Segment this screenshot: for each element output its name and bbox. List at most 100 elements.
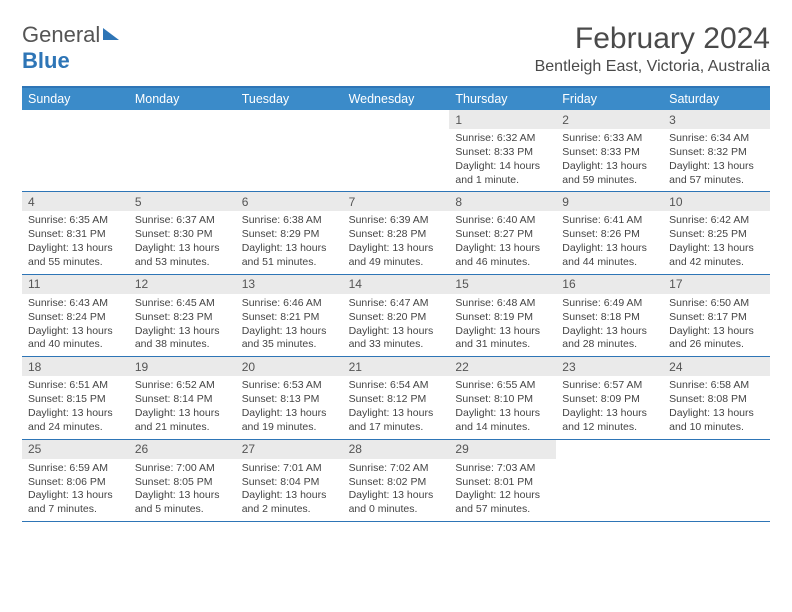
day-line: Sunrise: 6:40 AM (455, 214, 550, 228)
day-cell: 20Sunrise: 6:53 AMSunset: 8:13 PMDayligh… (236, 357, 343, 438)
dow-saturday: Saturday (663, 88, 770, 110)
day-line: Daylight: 13 hours (349, 325, 444, 339)
day-number: 19 (129, 357, 236, 376)
day-line: Sunset: 8:19 PM (455, 311, 550, 325)
day-line: Sunrise: 6:43 AM (28, 297, 123, 311)
day-line: Daylight: 13 hours (135, 325, 230, 339)
day-line: Daylight: 12 hours (455, 489, 550, 503)
day-line: Daylight: 13 hours (242, 489, 337, 503)
day-number: 25 (22, 440, 129, 459)
day-line: Daylight: 13 hours (135, 242, 230, 256)
day-cell: 5Sunrise: 6:37 AMSunset: 8:30 PMDaylight… (129, 192, 236, 273)
dow-row: SundayMondayTuesdayWednesdayThursdayFrid… (22, 88, 770, 110)
day-line: Sunset: 8:12 PM (349, 393, 444, 407)
day-line: Sunrise: 7:03 AM (455, 462, 550, 476)
day-body: Sunrise: 6:40 AMSunset: 8:27 PMDaylight:… (449, 211, 556, 273)
day-body (663, 459, 770, 521)
day-line: Sunrise: 6:59 AM (28, 462, 123, 476)
day-cell (129, 110, 236, 191)
day-line: Sunset: 8:01 PM (455, 476, 550, 490)
day-body: Sunrise: 6:41 AMSunset: 8:26 PMDaylight:… (556, 211, 663, 273)
day-line: Sunrise: 6:50 AM (669, 297, 764, 311)
day-line: Sunset: 8:31 PM (28, 228, 123, 242)
day-number: 26 (129, 440, 236, 459)
day-line (242, 174, 337, 188)
day-line: and 12 minutes. (562, 421, 657, 435)
day-line: Daylight: 13 hours (455, 325, 550, 339)
day-number: 18 (22, 357, 129, 376)
day-line: Sunrise: 6:57 AM (562, 379, 657, 393)
dow-wednesday: Wednesday (343, 88, 450, 110)
day-line: Daylight: 13 hours (242, 325, 337, 339)
day-cell: 27 Sunrise: 7:01 AMSunset: 8:04 PMDayligh… (236, 440, 343, 521)
day-cell: 26Sunrise: 7:00 AMSunset: 8:05 PMDayligh… (129, 440, 236, 521)
day-line: Sunrise: 6:55 AM (455, 379, 550, 393)
day-number: 2 (556, 110, 663, 129)
day-number: 12 (129, 275, 236, 294)
day-line: Sunrise: 7:01 AM (242, 462, 337, 476)
day-line: Sunrise: 6:45 AM (135, 297, 230, 311)
day-line: Sunrise: 6:58 AM (669, 379, 764, 393)
day-line: and 1 minute. (455, 174, 550, 188)
day-body: Sunrise: 6:59 AMSunset: 8:06 PMDaylight:… (22, 459, 129, 521)
day-cell: 12Sunrise: 6:45 AMSunset: 8:23 PMDayligh… (129, 275, 236, 356)
day-line: Sunset: 8:30 PM (135, 228, 230, 242)
day-line: Sunset: 8:20 PM (349, 311, 444, 325)
day-line: Sunset: 8:29 PM (242, 228, 337, 242)
day-line: Sunset: 8:06 PM (28, 476, 123, 490)
day-line: Sunset: 8:08 PM (669, 393, 764, 407)
day-body (343, 129, 450, 191)
day-number: 16 (556, 275, 663, 294)
day-line (28, 146, 123, 160)
day-body (236, 129, 343, 191)
day-number: 8 (449, 192, 556, 211)
day-cell: 13Sunrise: 6:46 AMSunset: 8:21 PMDayligh… (236, 275, 343, 356)
dow-friday: Friday (556, 88, 663, 110)
day-line: Sunset: 8:25 PM (669, 228, 764, 242)
day-line: Sunset: 8:32 PM (669, 146, 764, 160)
day-number (556, 440, 663, 459)
day-number: 20 (236, 357, 343, 376)
day-cell: 14Sunrise: 6:47 AMSunset: 8:20 PMDayligh… (343, 275, 450, 356)
day-line: and 49 minutes. (349, 256, 444, 270)
week-row: 1Sunrise: 6:32 AMSunset: 8:33 PMDaylight… (22, 110, 770, 192)
day-line: and 57 minutes. (455, 503, 550, 517)
day-cell: 15Sunrise: 6:48 AMSunset: 8:19 PMDayligh… (449, 275, 556, 356)
day-number: 21 (343, 357, 450, 376)
day-line: Daylight: 13 hours (242, 407, 337, 421)
day-number: 13 (236, 275, 343, 294)
day-line (242, 160, 337, 174)
day-line: Sunset: 8:24 PM (28, 311, 123, 325)
day-cell: 28Sunrise: 7:02 AMSunset: 8:02 PMDayligh… (343, 440, 450, 521)
day-cell (556, 440, 663, 521)
day-line: Sunrise: 6:38 AM (242, 214, 337, 228)
day-line: and 0 minutes. (349, 503, 444, 517)
day-body (129, 129, 236, 191)
day-line: Sunrise: 6:54 AM (349, 379, 444, 393)
logo-text-1: General (22, 22, 100, 47)
day-body: Sunrise: 6:34 AMSunset: 8:32 PMDaylight:… (663, 129, 770, 191)
week-row: 11Sunrise: 6:43 AMSunset: 8:24 PMDayligh… (22, 275, 770, 357)
day-line: Daylight: 13 hours (28, 242, 123, 256)
day-line: Daylight: 13 hours (28, 489, 123, 503)
day-line: Daylight: 14 hours (455, 160, 550, 174)
day-line (135, 146, 230, 160)
day-line: Daylight: 13 hours (28, 325, 123, 339)
day-line: and 19 minutes. (242, 421, 337, 435)
day-line: and 51 minutes. (242, 256, 337, 270)
day-line: Sunrise: 6:39 AM (349, 214, 444, 228)
day-body: Sunrise: 6:48 AMSunset: 8:19 PMDaylight:… (449, 294, 556, 356)
day-line (135, 132, 230, 146)
day-cell: 6Sunrise: 6:38 AMSunset: 8:29 PMDaylight… (236, 192, 343, 273)
day-line (669, 489, 764, 503)
day-line: and 46 minutes. (455, 256, 550, 270)
day-number: 27 (236, 440, 343, 459)
day-line: and 33 minutes. (349, 338, 444, 352)
day-cell: 3Sunrise: 6:34 AMSunset: 8:32 PMDaylight… (663, 110, 770, 191)
day-line: Sunset: 8:04 PM (242, 476, 337, 490)
day-cell: 23Sunrise: 6:57 AMSunset: 8:09 PMDayligh… (556, 357, 663, 438)
day-body: Sunrise: 6:55 AMSunset: 8:10 PMDaylight:… (449, 376, 556, 438)
day-body: Sunrise: 6:33 AMSunset: 8:33 PMDaylight:… (556, 129, 663, 191)
day-line: Sunset: 8:17 PM (669, 311, 764, 325)
day-cell: 16Sunrise: 6:49 AMSunset: 8:18 PMDayligh… (556, 275, 663, 356)
